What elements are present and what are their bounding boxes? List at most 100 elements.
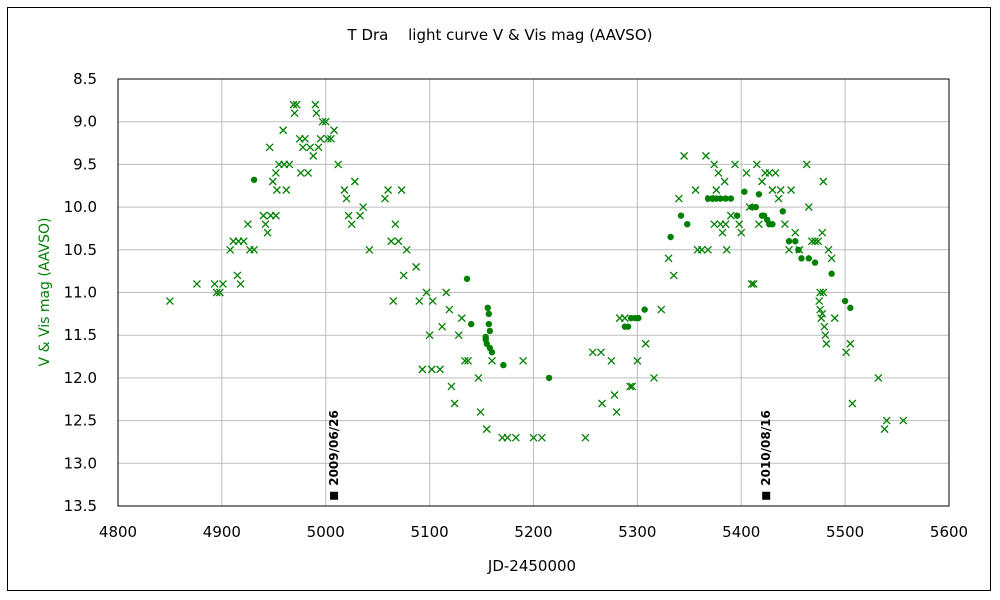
data-point-x [819, 288, 828, 297]
data-point-x [428, 297, 437, 305]
data-point-dot [785, 238, 793, 245]
data-point-dot [792, 238, 799, 245]
data-point-x [598, 399, 607, 408]
data-point-x [633, 356, 642, 365]
data-point-x [226, 245, 235, 254]
data-point-x [306, 143, 315, 152]
data-point-x [765, 168, 774, 177]
data-point-x [347, 220, 356, 229]
data-point-x [298, 143, 307, 152]
data-point-x [811, 237, 819, 246]
data-point-x [722, 245, 731, 254]
data-point-x [657, 305, 666, 314]
data-point-dot [795, 246, 802, 253]
data-point-x [814, 237, 823, 246]
data-point-dot [641, 306, 648, 313]
data-point-x [304, 168, 313, 177]
data-point-x [503, 433, 512, 442]
y-tick-label: 8.5 [73, 70, 97, 88]
data-point-x [710, 220, 719, 229]
data-point-x [650, 373, 658, 382]
data-point-x [476, 408, 485, 417]
data-point-x [874, 373, 883, 382]
data-point-x [735, 220, 744, 229]
data-point-dot [500, 361, 507, 369]
data-point-x [807, 237, 816, 246]
data-point-x [450, 399, 459, 408]
data-point-x [691, 186, 700, 194]
y-tick-label: 13.0 [64, 454, 97, 472]
y-tick-label: 9.5 [73, 155, 97, 173]
data-point-x [487, 356, 496, 365]
data-point-dot [488, 349, 496, 356]
data-point-x [334, 160, 343, 169]
date-annotation-label: 2009/06/26 [327, 410, 341, 486]
data-point-dot [828, 270, 835, 277]
data-point-x [290, 109, 299, 118]
plot-area: 4800 4900 5000 5100 5200 5300 5400 5500 5600 8.5 9… [64, 70, 969, 541]
data-point-dot [727, 195, 735, 202]
data-point-x [620, 314, 629, 323]
data-point-x [309, 151, 318, 160]
y-tick-label: 10.5 [64, 241, 97, 259]
data-point-x [342, 194, 351, 203]
data-point-dot [485, 310, 493, 318]
data-point-x [365, 245, 374, 254]
data-point-x [233, 271, 242, 280]
data-point-x [447, 382, 456, 391]
data-point-x [282, 186, 291, 194]
data-point-x [218, 280, 227, 288]
data-point-x [701, 151, 710, 160]
data-point-x [787, 186, 796, 194]
data-point-x [824, 245, 833, 254]
data-point-x [460, 356, 469, 365]
data-point-x [311, 100, 320, 109]
x-axis-label: JD-2450000 [487, 557, 576, 575]
data-point-x [588, 348, 597, 357]
data-point-x [818, 309, 827, 318]
data-point-x [243, 220, 252, 229]
data-point-x [340, 186, 349, 194]
data-point-dot [677, 212, 685, 219]
data-point-dot [667, 233, 674, 241]
data-point-x [474, 373, 483, 382]
data-point-x [384, 186, 393, 194]
data-point-x [418, 365, 427, 374]
data-point-x [816, 305, 825, 314]
data-point-dot [752, 203, 759, 211]
data-point-x [830, 314, 839, 323]
x-tick-label: 5100 [411, 523, 449, 541]
data-point-dot [624, 323, 632, 330]
data-point-x [712, 186, 721, 194]
plot-border [117, 78, 950, 507]
data-point-x [804, 203, 813, 212]
date-marker [330, 491, 339, 500]
data-point-dot [250, 176, 258, 183]
data-point-x [626, 382, 635, 391]
data-point-x [718, 228, 727, 237]
data-point-x [330, 126, 339, 135]
data-point-x [641, 339, 650, 348]
y-tick-label: 13.5 [64, 497, 97, 515]
data-point-x [259, 211, 268, 220]
data-point-x [301, 134, 309, 143]
data-point-x [581, 433, 590, 442]
data-point-x [680, 151, 689, 160]
data-point-x [210, 280, 219, 288]
data-point-x [250, 245, 259, 254]
data-point-x [771, 168, 780, 177]
data-point-x [326, 134, 335, 143]
x-tick-label: 5400 [722, 523, 760, 541]
data-point-x [438, 322, 447, 331]
data-point-x [791, 228, 800, 237]
data-point-dot [635, 314, 642, 322]
data-point-x [819, 177, 828, 186]
data-point-x [899, 416, 908, 425]
data-point-x [285, 160, 294, 169]
data-point-x [816, 288, 825, 297]
data-point-x [268, 177, 277, 186]
data-point-x [165, 297, 174, 305]
data-point-x [292, 100, 301, 109]
date-marker [762, 491, 771, 500]
